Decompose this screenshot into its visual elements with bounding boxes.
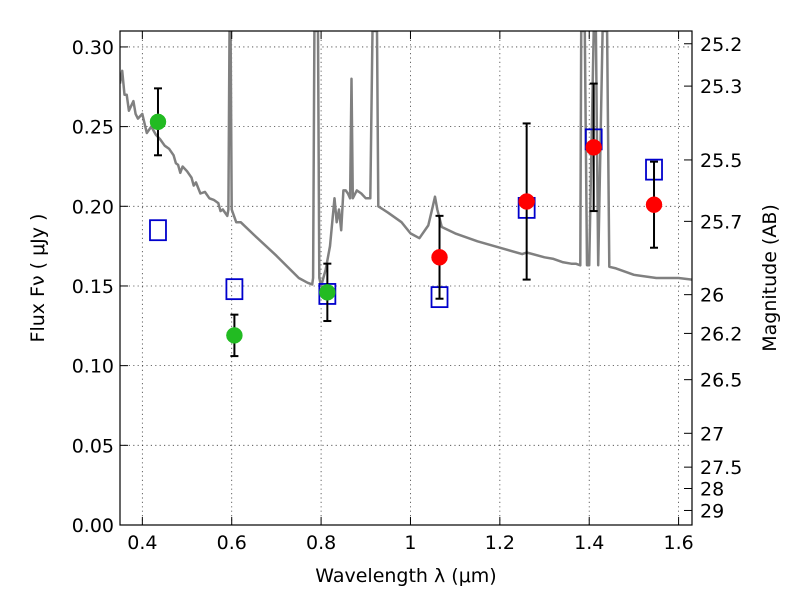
x-tick-label: 0.4 [127,532,157,554]
observed-flux-point [319,284,336,301]
x-tick-label: 1.2 [485,532,515,554]
x-tick-label: 0.6 [217,532,247,554]
observed-flux-point [645,196,663,213]
y-tick-labels: 0.00 0.05 0.10 0.15 0.20 0.25 0.30 [72,37,114,537]
y2-tick-label: 25.7 [700,211,742,233]
grid-lines [120,31,692,526]
y-tick-label: 0.10 [72,356,114,378]
y2-tick-label: 28 [700,478,724,500]
model-spectrum-line [120,31,692,288]
x-tick-label: 1.4 [574,532,604,554]
y-tick-label: 0.05 [72,435,114,457]
x-tick-label: 0.8 [306,532,336,554]
observed-flux-point [149,113,167,131]
y2-tick-label: 26.5 [700,370,742,392]
y2-tick-label: 29 [700,500,724,522]
y-axis-label: Flux Fν ( μJy ) [27,214,49,343]
observed-flux-point [585,139,602,156]
tick-marks [120,31,692,526]
y-tick-label: 0.30 [72,37,114,59]
y2-tick-label: 25.2 [700,34,742,56]
y2-tick-label: 27.5 [700,457,742,479]
y2-tick-label: 25.3 [700,76,742,98]
observed-flux-point [431,249,448,266]
x-tick-label: 1.6 [663,532,693,554]
y2-tick-label: 25.5 [700,150,742,172]
x-tick-labels: 0.4 0.6 0.8 1 1.2 1.4 1.6 [127,532,693,554]
y2-tick-label: 27 [700,423,724,445]
y-tick-label: 0.00 [72,515,114,537]
y-tick-label: 0.15 [72,276,114,298]
observed-flux-point [518,193,535,210]
observed-flux-point [226,327,243,344]
x-tick-label: 1 [404,532,416,554]
model-flux-square [149,219,167,242]
y2-axis-label: Magnitude (AB) [759,204,781,352]
plot-frame [119,30,693,526]
model-flux-square [225,278,244,301]
x-axis-label: Wavelength λ (μm) [315,565,496,587]
y-tick-label: 0.20 [72,196,114,218]
y2-tick-label: 26 [700,285,724,307]
y2-tick-label: 26.2 [700,323,742,345]
model-spectrum-layer [120,31,692,288]
data-points-layer [149,82,663,358]
y-tick-label: 0.25 [72,117,114,139]
